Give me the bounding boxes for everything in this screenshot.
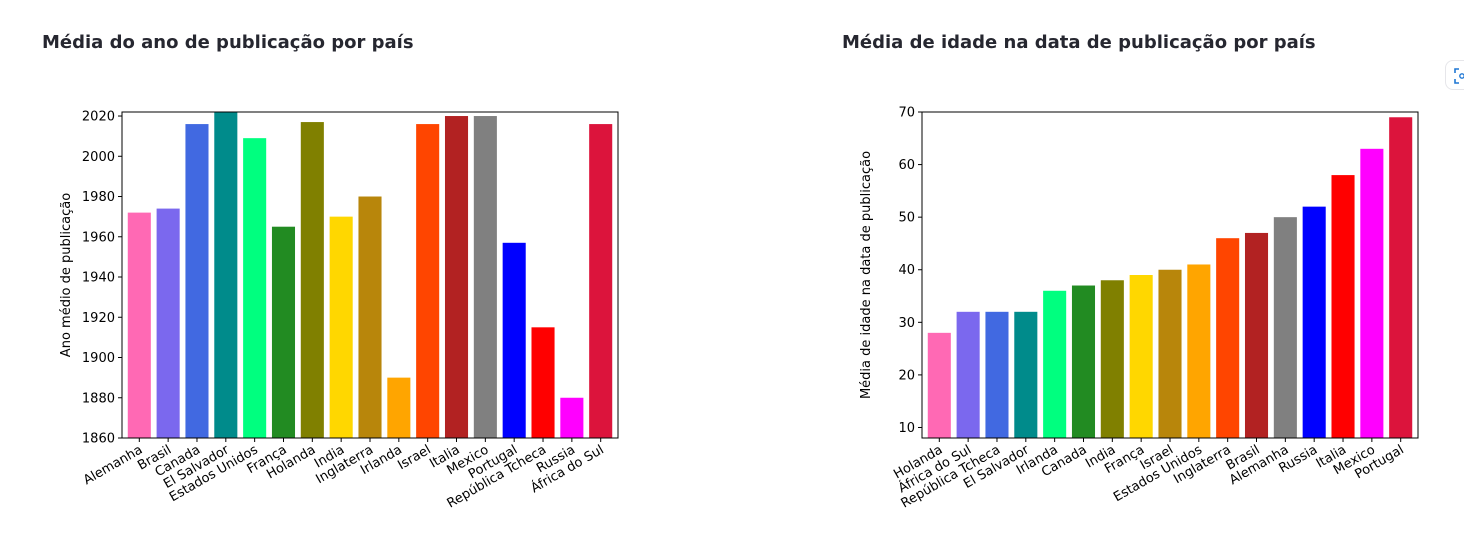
- bar-0: [927, 332, 951, 438]
- y-tick-label-0: 1860: [82, 432, 115, 447]
- bar-5: [1071, 285, 1096, 438]
- y-tick-label-5: 1960: [82, 230, 115, 245]
- bar-3: [214, 112, 238, 438]
- y-tick-label-1: 20: [898, 368, 915, 383]
- y-tick-label-2: 30: [898, 316, 915, 331]
- fullscreen-button[interactable]: [1445, 60, 1464, 90]
- y-tick-label-4: 50: [898, 211, 915, 226]
- bar-4: [1043, 290, 1067, 438]
- bar-0: [127, 212, 151, 438]
- bar-9: [1187, 264, 1211, 438]
- bar-4: [243, 138, 267, 438]
- y-tick-label-3: 40: [898, 263, 915, 278]
- y-tick-label-0: 10: [898, 421, 915, 436]
- bar-1: [956, 311, 980, 438]
- y-tick-label-4: 1940: [82, 271, 115, 286]
- chart-title-age: Média de idade na data de publicação por…: [842, 32, 1316, 53]
- y-tick-label-7: 2000: [82, 150, 115, 165]
- bar-7: [1129, 275, 1153, 438]
- bar-14: [531, 327, 555, 438]
- bar-7: [329, 216, 353, 438]
- bar-10: [1216, 238, 1240, 438]
- y-tick-label-1: 1880: [82, 391, 115, 406]
- bar-1: [156, 208, 180, 438]
- bar-13: [1302, 206, 1326, 438]
- y-tick-label-8: 2020: [82, 110, 115, 125]
- chart-year-by-country: 186018801900192019401960198020002020Alem…: [59, 110, 619, 511]
- bar-10: [416, 124, 440, 439]
- y-tick-label-6: 70: [898, 106, 915, 121]
- bar-14: [1331, 175, 1355, 438]
- bar-2: [185, 124, 209, 439]
- y-tick-label-2: 1900: [82, 351, 115, 366]
- bar-15: [560, 397, 584, 438]
- chart-title-year: Média do ano de publicação por país: [42, 32, 414, 53]
- bar-9: [387, 377, 411, 438]
- bar-8: [1158, 269, 1182, 438]
- y-tick-label-3: 1920: [82, 311, 115, 326]
- bar-16: [1389, 117, 1413, 439]
- fullscreen-icon: [1454, 68, 1464, 84]
- y-axis-label: Média de idade na data de publicação: [859, 151, 874, 399]
- y-axis-label: Ano médio de publicação: [59, 193, 74, 357]
- bar-15: [1360, 148, 1384, 438]
- bar-13: [502, 242, 526, 438]
- bar-8: [358, 196, 382, 438]
- bar-6: [1100, 280, 1124, 438]
- bar-12: [1273, 217, 1297, 438]
- bar-5: [271, 226, 296, 438]
- bar-16: [589, 124, 613, 439]
- y-tick-label-5: 60: [898, 158, 915, 173]
- bar-3: [1014, 311, 1038, 438]
- bar-6: [300, 122, 324, 438]
- bar-12: [473, 116, 497, 438]
- bar-2: [985, 311, 1009, 438]
- bar-11: [444, 116, 469, 438]
- y-tick-label-6: 1980: [82, 190, 115, 205]
- bar-11: [1244, 232, 1269, 438]
